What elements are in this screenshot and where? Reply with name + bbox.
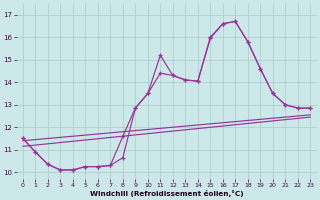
X-axis label: Windchill (Refroidissement éolien,°C): Windchill (Refroidissement éolien,°C) [90, 190, 244, 197]
